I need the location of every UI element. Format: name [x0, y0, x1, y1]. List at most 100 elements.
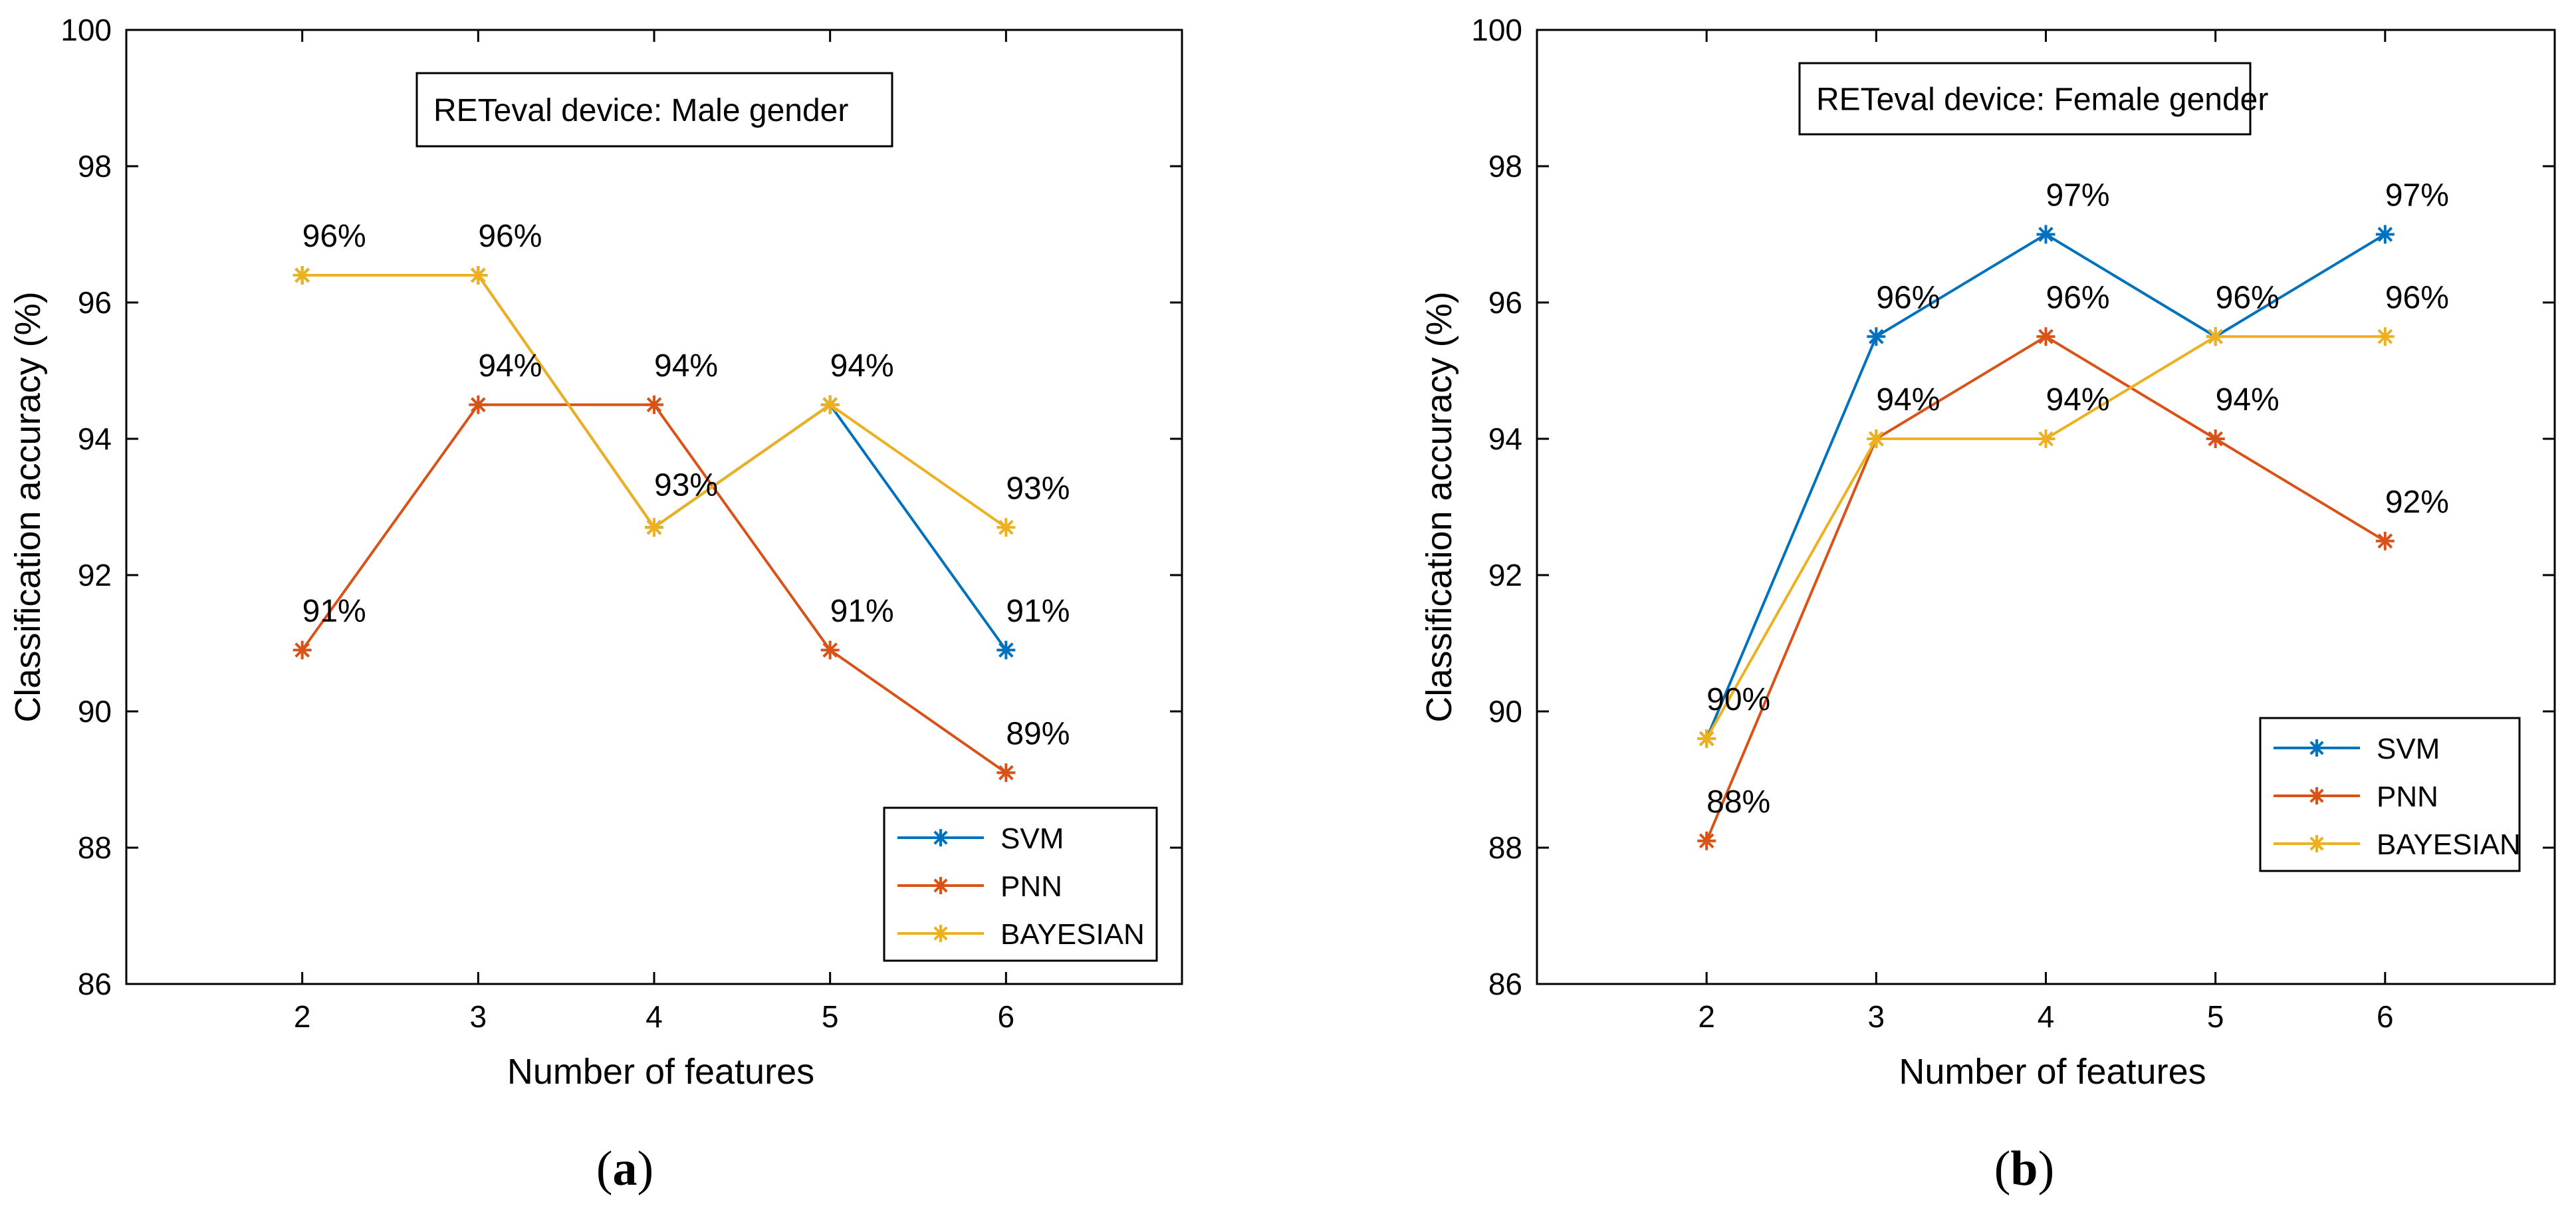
data-point-bayesian: [2206, 327, 2225, 346]
annotation-box: [1798, 62, 2252, 136]
series-svm: [293, 266, 1016, 660]
y-tick-label: 86: [78, 967, 112, 1001]
legend-label: SVM: [2377, 733, 2440, 765]
panel-a: 86 88 90 92 94 96 98 100 2 3 4 5 6 Number of features…: [8, 13, 1183, 1196]
y-tick-label: 96: [1488, 285, 1522, 320]
data-point-bayesian: [1867, 429, 1886, 448]
y-tick-label: 98: [1488, 149, 1522, 183]
data-point-svm: [1867, 327, 1886, 346]
x-axis-label: Number of features: [507, 1052, 814, 1092]
legend-swatch-marker: [932, 925, 949, 942]
legend-label: PNN: [2377, 781, 2438, 813]
x-tick-label: 3: [1868, 999, 1885, 1034]
data-point-bayesian: [820, 395, 840, 414]
legend-label: BAYESIAN: [1000, 918, 1145, 951]
data-label: 91%: [302, 594, 366, 629]
data-label: 88%: [1706, 785, 1770, 820]
y-tick-label: 86: [1488, 967, 1522, 1001]
data-point-bayesian: [469, 266, 488, 285]
y-tick-label: 96: [78, 285, 112, 320]
y-tick-label: 100: [1471, 13, 1522, 47]
data-label: 94%: [654, 348, 718, 384]
legend-label: SVM: [1000, 822, 1064, 855]
x-tick-label: 3: [470, 999, 487, 1034]
y-tick-label: 94: [78, 422, 112, 456]
panel-label: (b): [1994, 1142, 2054, 1196]
legend-swatch-marker: [2308, 739, 2325, 757]
data-label: 96%: [1876, 280, 1940, 315]
data-point-bayesian: [2375, 327, 2395, 346]
data-label: 97%: [2385, 178, 2449, 213]
annotation-text: RETeval device: Female gender: [1816, 82, 2268, 118]
series-bayesian: [293, 266, 1016, 537]
data-label: 96%: [478, 219, 542, 254]
x-axis-label: Number of features: [1899, 1052, 2206, 1092]
data-point-svm: [2036, 225, 2055, 244]
data-label: 90%: [1706, 682, 1770, 717]
legend-label: BAYESIAN: [2377, 828, 2521, 861]
data-point-bayesian: [996, 518, 1016, 537]
y-tick-label: 100: [60, 13, 112, 47]
data-point-pnn: [2036, 327, 2055, 346]
series-bayesian: [1697, 327, 2395, 748]
x-tick-label: 2: [1698, 999, 1715, 1034]
data-label: 94%: [2216, 382, 2280, 418]
data-point-bayesian: [2036, 429, 2055, 448]
panel-b: 86 88 90 92 94 96 98 100 2 3 4 5 6 Number of features…: [1419, 13, 2556, 1196]
y-tick-label: 98: [78, 149, 112, 183]
y-tick-label: 90: [78, 694, 112, 729]
data-label: 91%: [1006, 594, 1070, 629]
x-tick-label: 2: [294, 999, 311, 1034]
x-tick-label: 6: [2377, 999, 2394, 1034]
panel-label: (a): [596, 1142, 653, 1196]
x-tick-label: 6: [998, 999, 1015, 1034]
y-tick-label: 92: [1488, 558, 1522, 592]
y-tick-label: 94: [1488, 422, 1522, 456]
data-label: 91%: [830, 594, 894, 629]
data-point-pnn: [293, 640, 312, 660]
data-label: 93%: [1006, 471, 1070, 506]
annotation-text: RETeval device: Male gender: [433, 93, 848, 128]
data-label: 96%: [302, 219, 366, 254]
data-point-pnn: [645, 395, 663, 414]
data-point-pnn: [2206, 429, 2225, 448]
data-label: 97%: [2046, 178, 2110, 213]
y-tick-label: 88: [78, 830, 112, 865]
data-point-pnn: [996, 763, 1016, 783]
data-point-pnn: [2375, 531, 2395, 550]
data-point-bayesian: [293, 266, 312, 285]
data-label: 93%: [654, 467, 718, 503]
data-label: 96%: [2216, 280, 2280, 315]
series-line-pnn: [301, 403, 1007, 774]
data-point-pnn: [469, 395, 488, 414]
legend-label: PNN: [1000, 870, 1062, 903]
legend: SVM PNN BAYESIAN: [2259, 717, 2521, 872]
legend-entry-svm: SVM: [897, 822, 1064, 855]
data-label: 96%: [2385, 280, 2449, 315]
data-point-pnn: [820, 640, 840, 660]
data-label: 92%: [2385, 485, 2449, 520]
legend-entry-bayesian: BAYESIAN: [2274, 828, 2521, 861]
data-label: 94%: [478, 348, 542, 384]
data-point-svm: [996, 640, 1016, 660]
legend-swatch-marker: [932, 877, 949, 894]
legend-entry-pnn: PNN: [2274, 781, 2438, 813]
data-label: 94%: [1876, 382, 1940, 418]
y-tick-label: 88: [1488, 830, 1522, 865]
y-axis-label: Classification accuracy (%): [8, 291, 48, 722]
legend-entry-svm: SVM: [2274, 733, 2440, 765]
data-point-svm: [2375, 225, 2395, 244]
data-label: 96%: [2046, 280, 2110, 315]
x-tick-label: 4: [2038, 999, 2055, 1034]
legend-entry-bayesian: BAYESIAN: [897, 918, 1145, 951]
data-point-bayesian: [645, 518, 663, 537]
y-axis-label: Classification accuracy (%): [1419, 291, 1459, 722]
series-pnn: [293, 395, 1016, 783]
data-label: 94%: [830, 348, 894, 384]
x-tick-label: 4: [645, 999, 663, 1034]
legend-entry-pnn: PNN: [897, 870, 1062, 903]
data-label: 94%: [2046, 382, 2110, 418]
legend: SVM PNN BAYESIAN: [883, 806, 1158, 962]
legend-swatch-marker: [2308, 787, 2325, 804]
